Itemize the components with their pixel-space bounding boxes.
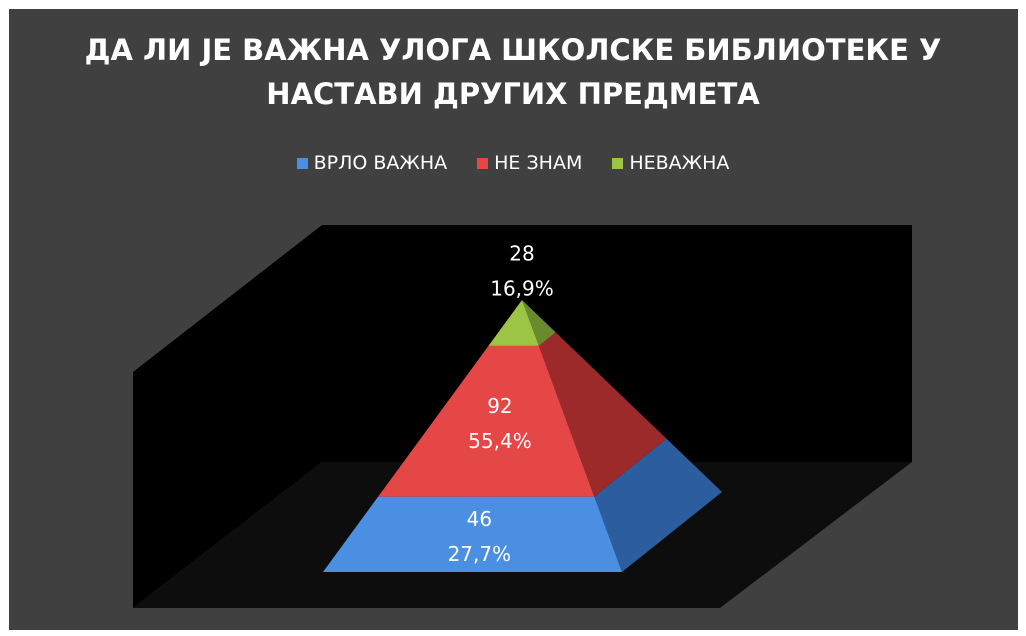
pyramid-segment: [378, 345, 595, 497]
side-wall: [133, 225, 322, 608]
legend-label: НЕВАЖНА: [629, 152, 730, 174]
legend-marker: [612, 157, 624, 169]
pyramid-segment: [488, 300, 539, 346]
legend: ВРЛО ВАЖНА НЕ ЗНАМ НЕВАЖНА: [0, 152, 1026, 174]
percentage-label: 27,7%: [448, 542, 512, 566]
data-label: 28: [509, 242, 534, 266]
data-label: 92: [487, 394, 512, 418]
pyramid-segment: [323, 496, 622, 572]
legend-item: ВРЛО ВАЖНА: [296, 152, 448, 174]
pyramid-side: [522, 300, 556, 346]
legend-marker: [477, 157, 489, 169]
legend-item: НЕ ЗНАМ: [477, 152, 582, 174]
percentage-label: 55,4%: [468, 429, 532, 453]
legend-label: НЕ ЗНАМ: [494, 152, 583, 174]
percentage-label: 16,9%: [490, 277, 554, 301]
data-label: 46: [467, 507, 492, 531]
legend-marker: [296, 157, 308, 169]
pyramid-side: [538, 332, 667, 497]
legend-label: ВРЛО ВАЖНА: [313, 152, 448, 174]
legend-item: НЕВАЖНА: [612, 152, 729, 174]
chart-title: ДА ЛИ ЈЕ ВАЖНА УЛОГА ШКОЛСКЕ БИБЛИОТЕКЕ …: [84, 33, 942, 111]
pyramid-side: [594, 438, 722, 572]
